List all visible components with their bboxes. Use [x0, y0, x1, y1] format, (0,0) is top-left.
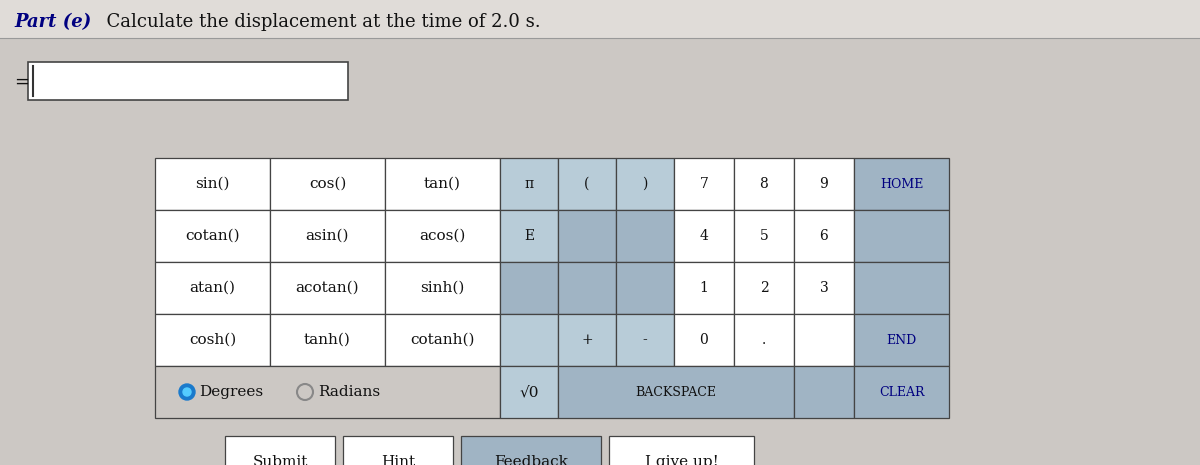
Text: -: -: [643, 333, 647, 347]
Text: √0: √0: [520, 385, 539, 399]
Bar: [854, 262, 949, 314]
Bar: [854, 158, 949, 210]
Text: E: E: [524, 229, 534, 243]
Text: Radians: Radians: [318, 385, 380, 399]
Bar: [794, 210, 854, 262]
Bar: [558, 210, 616, 262]
Text: Feedback: Feedback: [494, 455, 568, 465]
Bar: [385, 158, 500, 210]
Bar: [500, 210, 558, 262]
Text: acotan(): acotan(): [295, 281, 359, 295]
Text: I give up!: I give up!: [644, 455, 719, 465]
Text: atan(): atan(): [190, 281, 235, 295]
Bar: [500, 262, 558, 314]
Bar: [500, 158, 558, 210]
Bar: [558, 314, 616, 366]
Text: Degrees: Degrees: [199, 385, 263, 399]
Text: π: π: [524, 177, 534, 191]
Text: +: +: [581, 333, 593, 347]
Text: BACKSPACE: BACKSPACE: [636, 385, 716, 399]
Text: 0: 0: [700, 333, 708, 347]
Bar: [854, 314, 949, 366]
Text: 3: 3: [820, 281, 828, 295]
Text: cotanh(): cotanh(): [410, 333, 475, 347]
Text: HOME: HOME: [880, 178, 923, 191]
Bar: [734, 262, 794, 314]
Bar: [674, 262, 734, 314]
Bar: [500, 366, 558, 418]
Bar: [155, 366, 500, 418]
Text: cotan(): cotan(): [185, 229, 240, 243]
Text: cos(): cos(): [308, 177, 346, 191]
Text: Calculate the displacement at the time of 2.0 s.: Calculate the displacement at the time o…: [95, 13, 541, 31]
Circle shape: [182, 388, 191, 396]
Text: 8: 8: [760, 177, 768, 191]
Bar: [616, 314, 674, 366]
Text: Submit: Submit: [252, 455, 307, 465]
Bar: [674, 314, 734, 366]
Bar: [28, 62, 348, 100]
Bar: [616, 158, 674, 210]
Text: tan(): tan(): [424, 177, 461, 191]
Text: =: =: [14, 73, 29, 91]
Text: 4: 4: [700, 229, 708, 243]
Text: 5: 5: [760, 229, 768, 243]
Circle shape: [179, 384, 194, 400]
Bar: [734, 314, 794, 366]
Text: sin(): sin(): [196, 177, 229, 191]
Text: END: END: [887, 333, 917, 346]
Text: 2: 2: [760, 281, 768, 295]
Bar: [854, 366, 949, 418]
Bar: [794, 158, 854, 210]
Bar: [558, 262, 616, 314]
Bar: [734, 158, 794, 210]
Text: 7: 7: [700, 177, 708, 191]
Text: tanh(): tanh(): [304, 333, 350, 347]
Text: .: .: [762, 333, 766, 347]
Bar: [734, 210, 794, 262]
Bar: [270, 210, 385, 262]
Bar: [461, 436, 601, 465]
Bar: [674, 210, 734, 262]
Text: Hint: Hint: [380, 455, 415, 465]
Bar: [500, 314, 558, 366]
Bar: [794, 262, 854, 314]
Bar: [270, 262, 385, 314]
Bar: [385, 262, 500, 314]
Text: 1: 1: [700, 281, 708, 295]
Bar: [854, 210, 949, 262]
Text: (: (: [584, 177, 589, 191]
Bar: [385, 314, 500, 366]
Text: CLEAR: CLEAR: [878, 385, 924, 399]
Bar: [155, 210, 270, 262]
Bar: [0, 0, 1200, 38]
Text: 6: 6: [820, 229, 828, 243]
Bar: [794, 366, 854, 418]
Bar: [616, 262, 674, 314]
Bar: [794, 314, 854, 366]
Text: asin(): asin(): [306, 229, 349, 243]
Bar: [270, 158, 385, 210]
Text: cosh(): cosh(): [188, 333, 236, 347]
Bar: [674, 158, 734, 210]
Bar: [155, 158, 270, 210]
Bar: [558, 366, 794, 418]
Bar: [610, 436, 754, 465]
Bar: [270, 314, 385, 366]
Bar: [226, 436, 335, 465]
Bar: [558, 158, 616, 210]
Text: 9: 9: [820, 177, 828, 191]
Text: acos(): acos(): [419, 229, 466, 243]
Bar: [155, 262, 270, 314]
Bar: [343, 436, 454, 465]
Text: sinh(): sinh(): [420, 281, 464, 295]
Bar: [385, 210, 500, 262]
Text: Part (e): Part (e): [14, 13, 91, 31]
Bar: [616, 210, 674, 262]
Text: ): ): [642, 177, 648, 191]
Bar: [155, 314, 270, 366]
